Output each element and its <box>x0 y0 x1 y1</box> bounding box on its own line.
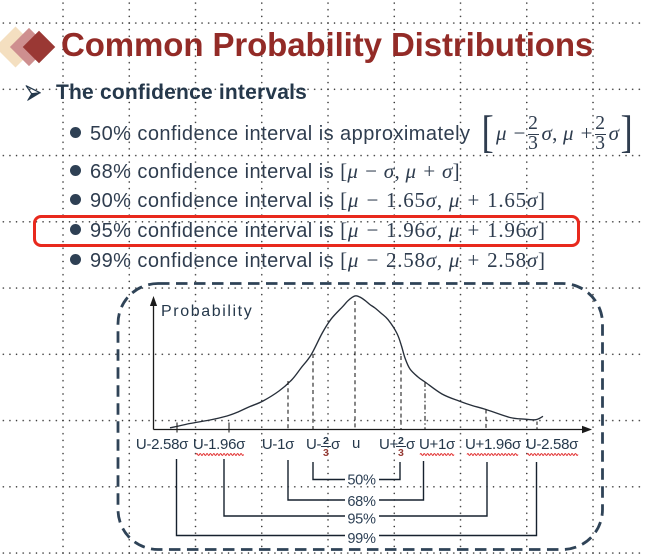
svg-text:U-1σ: U-1σ <box>262 436 295 453</box>
svg-text:99%: 99% <box>347 531 376 547</box>
svg-text:3: 3 <box>323 447 329 459</box>
svg-text:σ: σ <box>406 436 416 453</box>
svg-text:3: 3 <box>398 447 404 459</box>
svg-text:68%: 68% <box>347 494 376 510</box>
svg-text:2: 2 <box>398 435 404 447</box>
svg-text:U+1.96σ: U+1.96σ <box>465 436 522 453</box>
svg-text:σ: σ <box>331 436 341 453</box>
svg-text:95%: 95% <box>347 512 376 528</box>
svg-text:2: 2 <box>323 435 329 447</box>
svg-text:U-2.58σ: U-2.58σ <box>526 436 579 453</box>
svg-text:u: u <box>352 435 360 452</box>
svg-text:50%: 50% <box>347 473 376 489</box>
svg-text:Probability: Probability <box>161 303 253 320</box>
svg-text:U-: U- <box>306 436 322 453</box>
svg-text:U-2.58σ: U-2.58σ <box>136 436 189 453</box>
svg-text:U+: U+ <box>379 436 399 453</box>
svg-text:U-1.96σ: U-1.96σ <box>193 436 246 453</box>
svg-text:U+1σ: U+1σ <box>419 436 456 453</box>
